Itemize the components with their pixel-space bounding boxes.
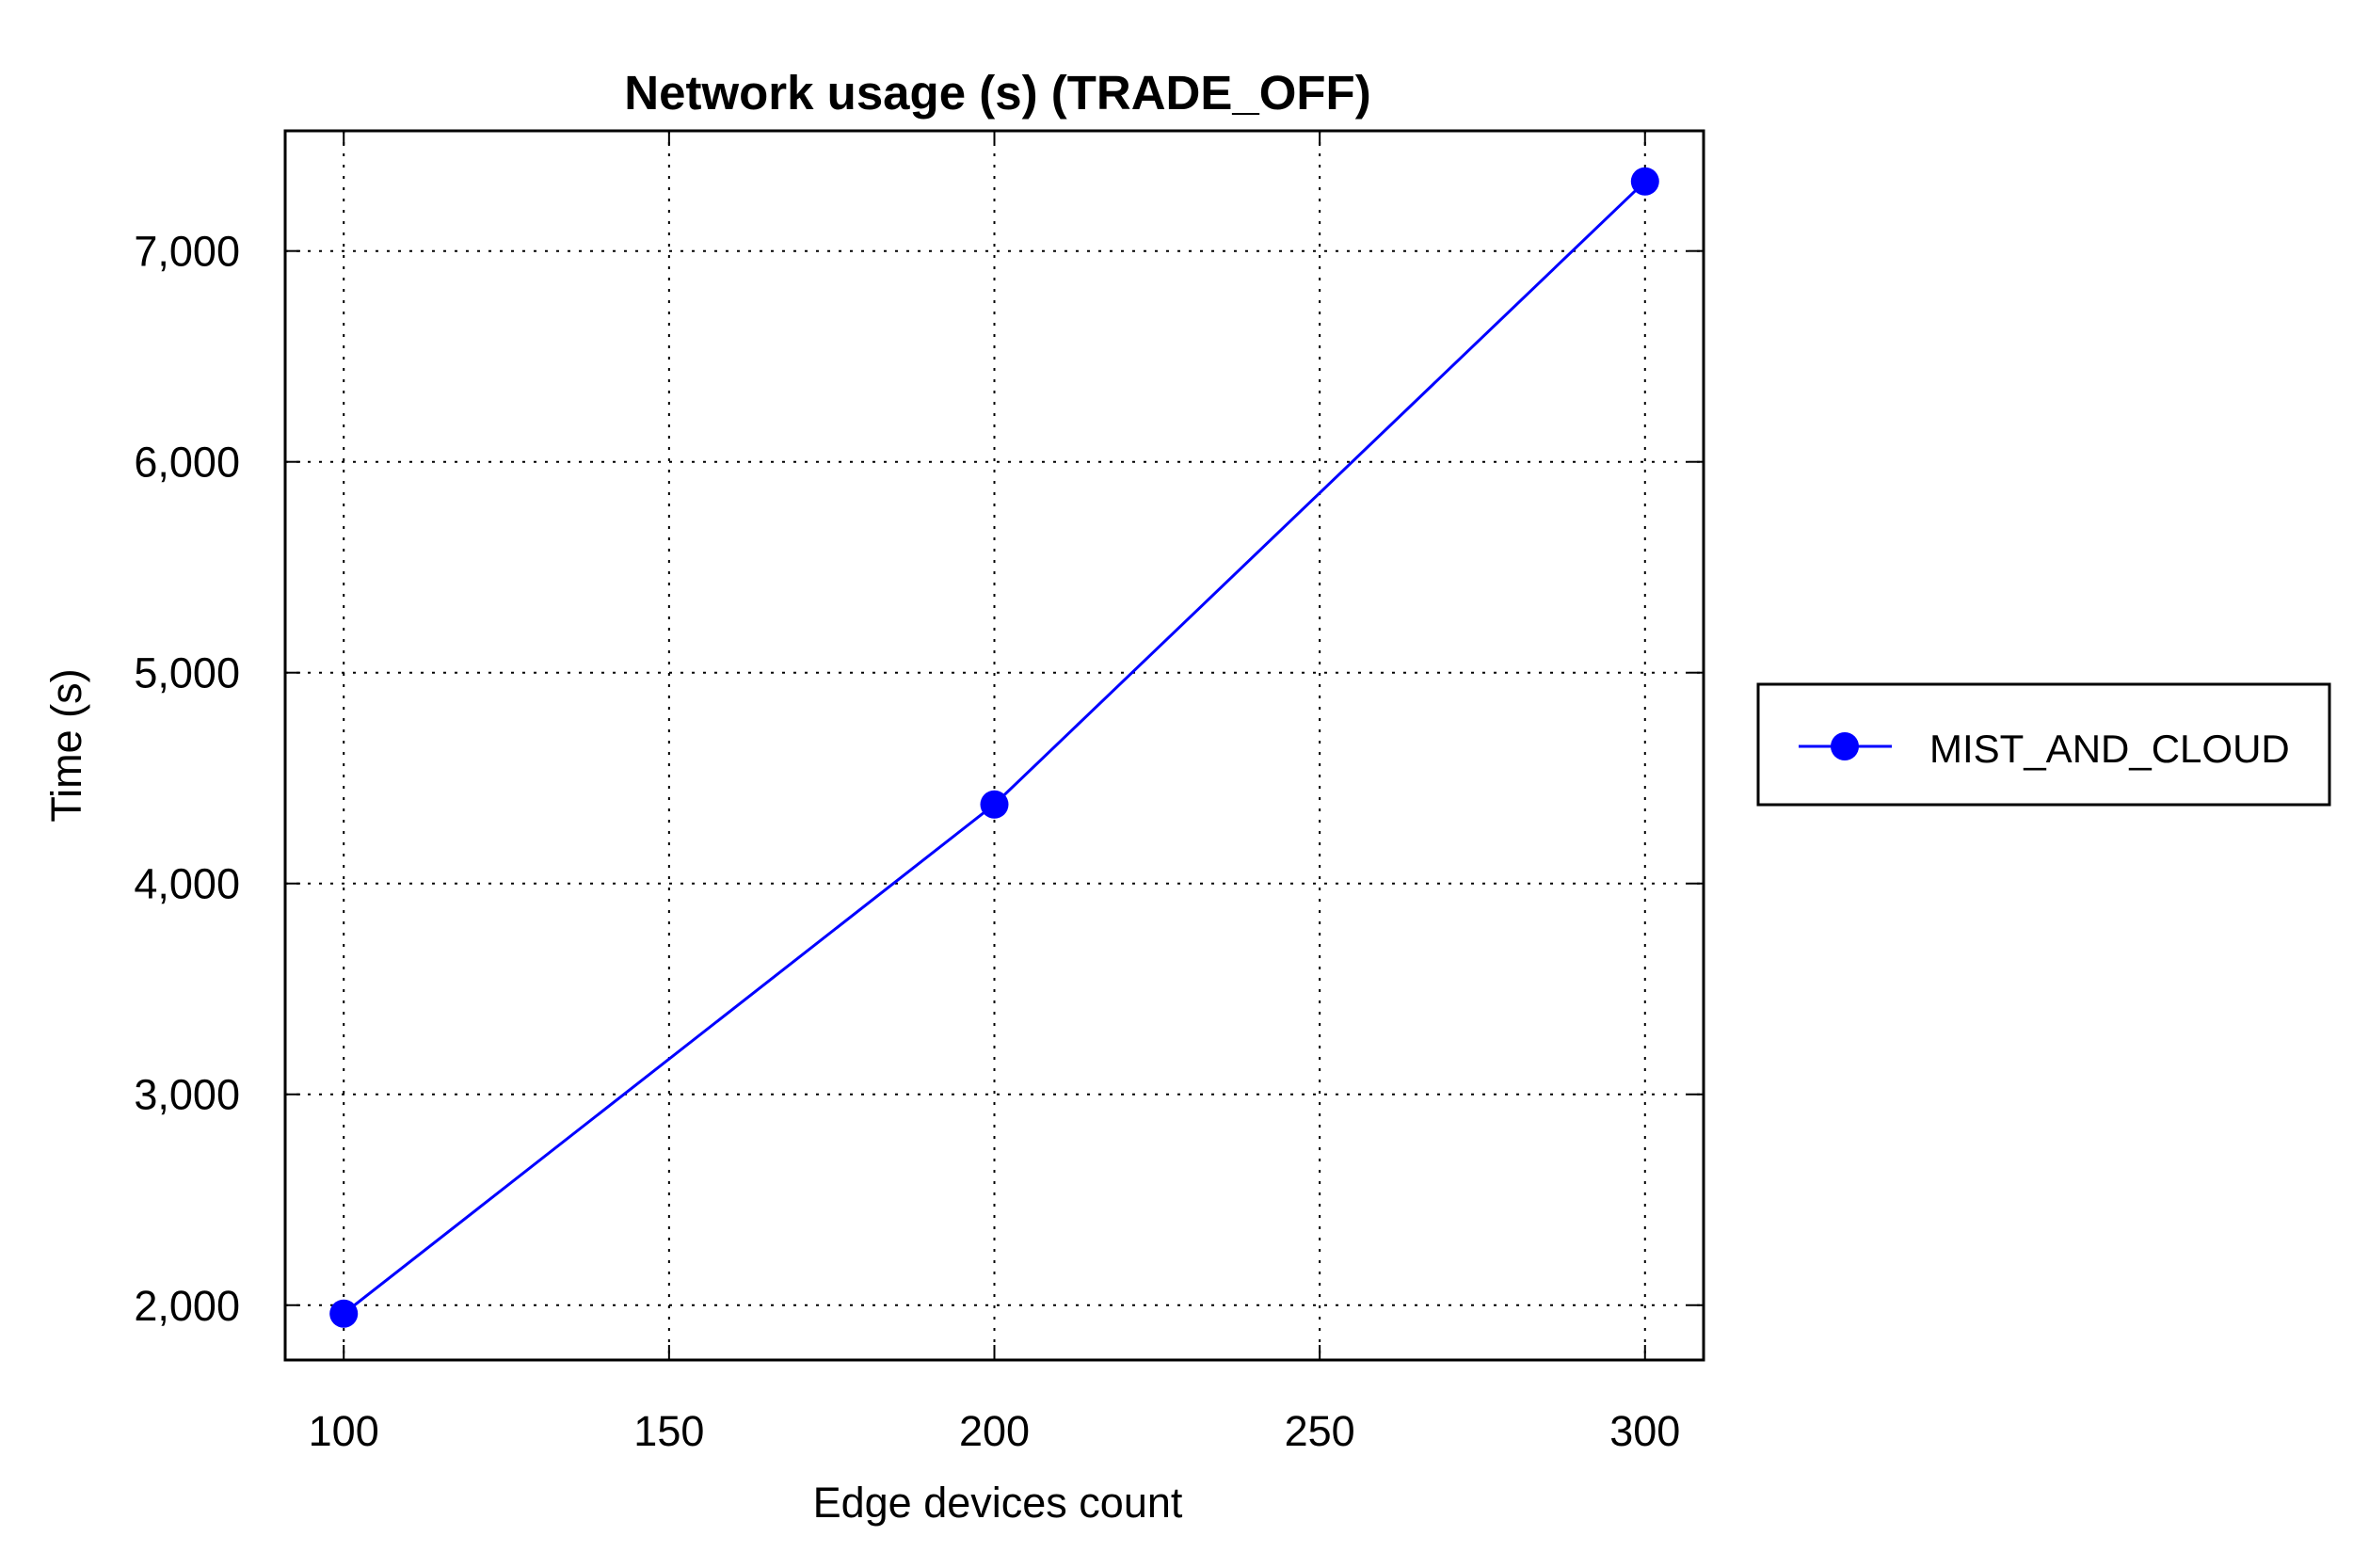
series-line	[343, 180, 1646, 1315]
plot-frame	[283, 129, 1705, 1362]
x-tick-label: 100	[309, 1407, 379, 1455]
ticks: 100 150 200 250 300 2,000 3,000 4,000 5,000 6,000…	[134, 131, 1704, 1455]
y-tick-label: 3,000	[134, 1071, 240, 1119]
y-tick-label: 7,000	[134, 228, 240, 276]
data-point	[329, 1299, 359, 1328]
y-tick-label: 5,000	[134, 649, 240, 697]
x-tick-label: 150	[633, 1407, 704, 1455]
series	[329, 167, 1659, 1328]
legend-label: MIST_AND_CLOUD	[1929, 727, 2290, 771]
data-point	[1630, 167, 1659, 196]
x-tick-label: 200	[959, 1407, 1030, 1455]
legend: MIST_AND_CLOUD	[1756, 682, 2331, 807]
data-point	[980, 790, 1009, 819]
y-tick-label: 4,000	[134, 860, 240, 908]
y-tick-label: 2,000	[134, 1282, 240, 1330]
x-axis-label: Edge devices count	[813, 1479, 1183, 1527]
x-tick-label: 250	[1285, 1407, 1355, 1455]
y-tick-label: 6,000	[134, 439, 240, 487]
x-tick-label: 300	[1609, 1407, 1680, 1455]
legend-marker	[1831, 732, 1859, 760]
y-axis-label: Time (s)	[42, 668, 90, 822]
chart-title: Network usage (s) (TRADE_OFF)	[624, 66, 1370, 120]
grid	[285, 131, 1704, 1360]
